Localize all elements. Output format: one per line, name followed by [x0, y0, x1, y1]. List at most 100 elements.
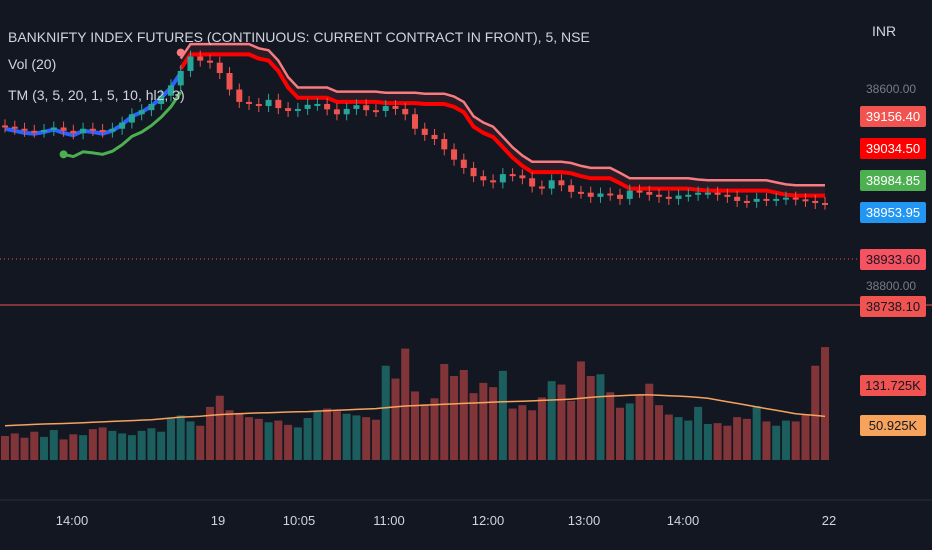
- volume-bar: [518, 405, 527, 460]
- candle-body: [822, 203, 828, 206]
- price-tag: 39156.40: [860, 106, 926, 127]
- candle-body: [2, 125, 8, 128]
- volume-bar: [10, 433, 19, 460]
- volume-bar: [742, 418, 751, 460]
- indicator-legend[interactable]: TM (3, 5, 20, 1, 5, 10, hl2, 3): [8, 87, 185, 103]
- volume-bar: [752, 406, 761, 460]
- volume-bar: [196, 425, 205, 460]
- volume-bar: [323, 408, 332, 460]
- candle-body: [265, 99, 272, 107]
- volume-bar: [313, 412, 322, 460]
- volume-bar: [635, 394, 644, 460]
- candle-body: [109, 128, 116, 132]
- volume-bar: [79, 435, 88, 460]
- candle-body: [31, 130, 38, 133]
- candle-body: [577, 191, 584, 194]
- candle-body: [597, 193, 604, 197]
- candle-body: [285, 108, 292, 111]
- price-tag: 39034.50: [860, 138, 926, 159]
- price-tag: 38738.10: [860, 296, 926, 317]
- candle-body: [529, 178, 536, 187]
- volume-bar: [576, 361, 585, 460]
- candle-body: [21, 128, 28, 131]
- volume-bar: [762, 421, 771, 460]
- candle-body: [246, 101, 253, 104]
- candle-body: [675, 195, 682, 199]
- candle-body: [607, 193, 614, 196]
- candle-body: [636, 190, 643, 193]
- candle-body: [128, 114, 135, 123]
- candle-body: [441, 139, 448, 150]
- candle-body: [314, 103, 321, 106]
- band-start-dot: [176, 48, 185, 57]
- volume-bar: [225, 410, 234, 460]
- candle-body: [304, 104, 311, 109]
- volume-bar: [303, 418, 312, 460]
- volume-bar: [469, 393, 478, 460]
- volume-bar: [411, 391, 419, 460]
- candle-body: [89, 128, 96, 131]
- volume-bar: [674, 417, 683, 460]
- volume-bar: [694, 406, 703, 460]
- currency-label[interactable]: INR: [872, 23, 897, 39]
- candle-body: [382, 106, 389, 111]
- volume-bar: [274, 420, 283, 460]
- volume-legend[interactable]: Vol (20): [8, 56, 57, 72]
- candle-body: [480, 176, 487, 181]
- candle-body: [187, 56, 194, 71]
- volume-bar: [30, 431, 39, 460]
- candle-body: [656, 194, 663, 197]
- candle-body: [50, 127, 57, 130]
- volume-bar: [254, 418, 263, 460]
- volume-bar: [235, 412, 244, 460]
- candle-body: [119, 122, 126, 129]
- volume-bar: [450, 376, 459, 460]
- candle-body: [70, 130, 77, 134]
- volume-bar: [420, 404, 429, 460]
- candle-body: [499, 174, 506, 183]
- candle-body: [548, 180, 555, 189]
- candle-body: [158, 95, 165, 104]
- candle-body: [558, 180, 565, 186]
- candle-body: [617, 194, 623, 199]
- candle-body: [11, 126, 18, 129]
- volume-bar: [616, 407, 624, 460]
- volume-bar: [206, 406, 214, 460]
- support-start-dot: [59, 150, 68, 159]
- candle-body: [275, 99, 282, 109]
- candle-body: [470, 167, 477, 177]
- volume-bar: [459, 370, 468, 460]
- candle-body: [431, 134, 438, 140]
- volume-bar: [137, 430, 146, 460]
- candle-body: [177, 70, 184, 86]
- candle-body: [734, 196, 741, 201]
- volume-bar: [391, 378, 400, 460]
- volume-bar: [186, 421, 195, 460]
- volume-bar: [284, 424, 293, 460]
- volume-bar: [821, 347, 829, 460]
- candle-body: [392, 106, 399, 109]
- volume-bar: [655, 405, 664, 460]
- volume-bar: [489, 387, 498, 460]
- price-axis-tick: 38800.00: [866, 279, 917, 293]
- candle-body: [412, 114, 418, 129]
- volume-bar: [215, 395, 224, 460]
- candle-body: [568, 185, 575, 192]
- volume-bar: [176, 415, 185, 460]
- volume-bar: [596, 374, 605, 460]
- candle-body: [294, 108, 301, 111]
- volume-bar: [801, 414, 810, 460]
- candle-body: [743, 200, 750, 203]
- price-axis-tick: 38600.00: [866, 82, 917, 96]
- time-axis-tick: 14:00: [55, 513, 89, 528]
- volume-bar: [264, 422, 273, 460]
- candle-body: [753, 198, 760, 202]
- volume-ma-line: [4, 394, 826, 427]
- candle-body: [402, 108, 409, 115]
- volume-tag: 131.725K: [860, 375, 926, 396]
- time-axis-tick: 10:05: [282, 513, 316, 528]
- candle-body: [802, 199, 809, 202]
- volume-bar: [352, 415, 361, 460]
- volume-bar: [781, 420, 790, 460]
